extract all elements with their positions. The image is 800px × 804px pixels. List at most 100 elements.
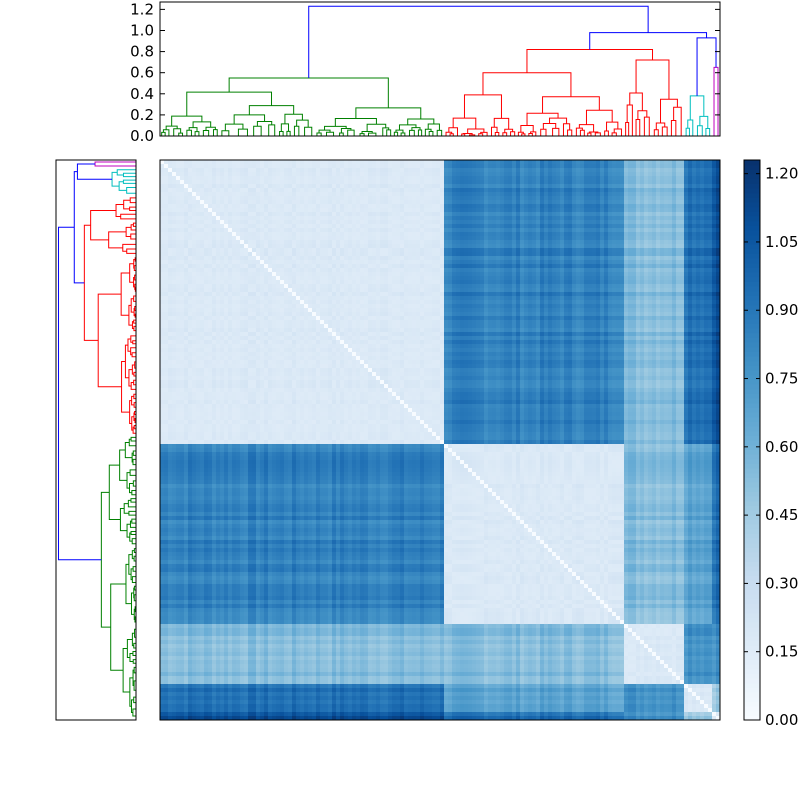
heatmap-cell [420,264,425,269]
heatmap-cell [580,240,585,245]
heatmap-cell [352,288,357,293]
heatmap-cell [616,252,621,257]
heatmap-cell [560,264,565,269]
heatmap-cell [624,192,629,197]
heatmap-cell [640,176,645,181]
heatmap-cell [564,224,569,229]
heatmap-cell [604,240,609,245]
heatmap-cell [620,164,625,169]
heatmap-cell [584,236,589,241]
heatmap-cell [480,236,485,241]
dendrogram-link [162,132,165,136]
heatmap-cell [324,280,329,285]
heatmap-cell [240,232,245,237]
heatmap-cell [356,188,361,193]
heatmap-cell [368,236,373,241]
heatmap-cell [320,228,325,233]
heatmap-cell [488,256,493,261]
heatmap-cell [524,272,529,277]
heatmap-cell [340,188,345,193]
heatmap-cell [212,188,217,193]
heatmap-cell [396,240,401,245]
heatmap-cell [436,196,441,201]
heatmap-cell [516,192,521,197]
heatmap-cell [652,228,657,233]
heatmap-cell [276,244,281,249]
dendrogram-link [429,132,433,136]
heatmap-cell [220,180,225,185]
heatmap-cell [520,168,525,173]
heatmap-cell [528,224,533,229]
heatmap-cell [700,164,705,169]
heatmap-cell [388,276,393,281]
top-dendrogram [160,2,720,136]
heatmap-cell [336,216,341,221]
heatmap-cell [312,264,317,269]
heatmap-cell [484,228,489,233]
heatmap-cell [556,228,561,233]
heatmap-cell [364,248,369,253]
heatmap-cell [552,280,557,285]
heatmap-cell [672,272,677,277]
heatmap-cell [160,244,165,249]
heatmap-cell [620,244,625,249]
heatmap-cell [700,200,705,205]
heatmap-cell [428,292,433,297]
heatmap-cell [588,192,593,197]
heatmap-cell [396,208,401,213]
heatmap-cell [284,288,289,293]
heatmap-cell [232,172,237,177]
heatmap-cell [232,248,237,253]
heatmap-cell [272,268,277,273]
heatmap-cell [316,176,321,181]
heatmap-cell [308,224,313,229]
heatmap-cell [216,176,221,181]
heatmap-cell [704,220,709,225]
heatmap-cell [652,252,657,257]
heatmap-cell [508,168,513,173]
heatmap-cell [192,184,197,189]
heatmap-cell [240,160,245,165]
heatmap-cell [204,200,209,205]
heatmap-cell [340,252,345,257]
heatmap-cell [164,172,169,177]
heatmap-cell [712,196,717,201]
heatmap-cell [312,164,317,169]
heatmap-cell [252,164,257,169]
heatmap-cell [560,212,565,217]
heatmap-cell [324,240,329,245]
heatmap-cell [344,160,349,165]
heatmap-cell [276,256,281,261]
heatmap-cell [304,196,309,201]
heatmap-cell [452,204,457,209]
heatmap-cell [512,284,517,289]
heatmap-cell [524,164,529,169]
heatmap-cell [372,248,377,253]
heatmap-cell [344,168,349,173]
heatmap-cell [704,168,709,173]
heatmap-cell [460,228,465,233]
heatmap-cell [196,188,201,193]
heatmap-cell [416,196,421,201]
heatmap-cell [532,248,537,253]
heatmap-cell [216,276,221,281]
heatmap-cell [464,216,469,221]
heatmap-cell [384,280,389,285]
heatmap-cell [288,168,293,173]
heatmap-cell [560,284,565,289]
heatmap-cell [276,192,281,197]
heatmap-cell [380,268,385,273]
heatmap-cell [364,228,369,233]
heatmap-cell [372,272,377,277]
heatmap-cell [536,200,541,205]
heatmap-cell [436,268,441,273]
heatmap-cell [380,232,385,237]
heatmap-cell [468,220,473,225]
heatmap-cell [168,236,173,241]
heatmap-cell [244,172,249,177]
heatmap-cell [348,176,353,181]
heatmap-cell [636,236,641,241]
dendrogram-link [394,132,397,136]
heatmap-cell [344,276,349,281]
heatmap-cell [448,164,453,169]
